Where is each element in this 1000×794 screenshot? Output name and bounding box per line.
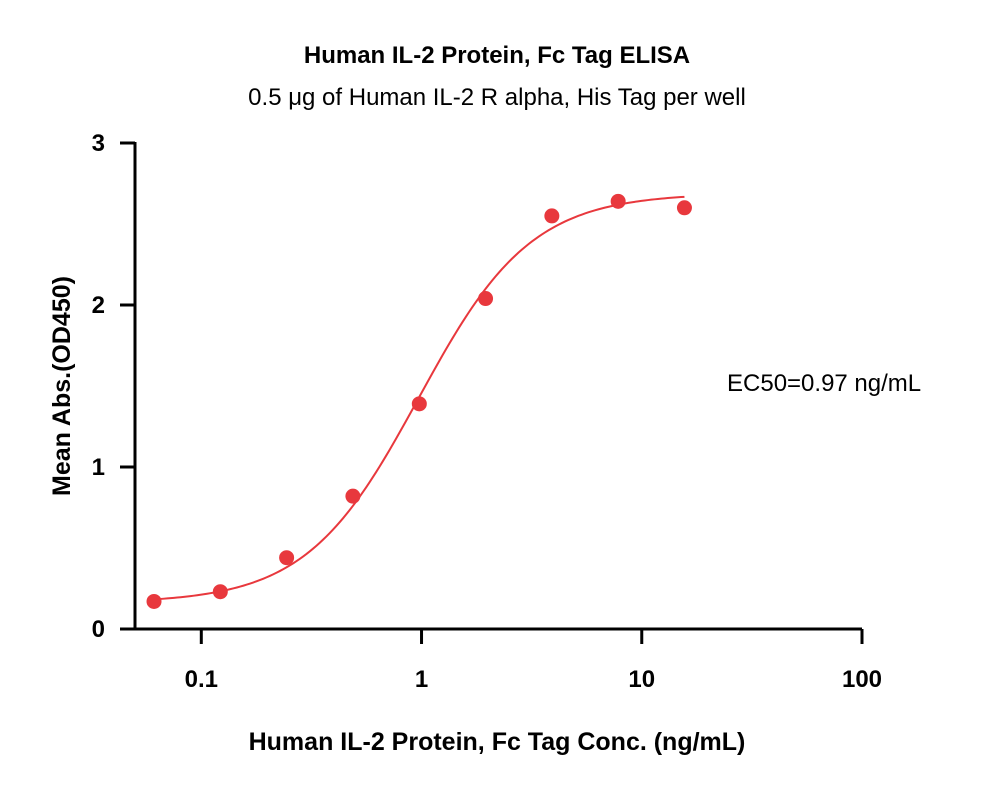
chart-title: Human IL-2 Protein, Fc Tag ELISA (304, 42, 690, 69)
x-tick-label-2: 10 (628, 666, 655, 693)
x-axis-label: Human IL-2 Protein, Fc Tag Conc. (ng/mL) (249, 728, 746, 756)
data-point-1 (212, 584, 228, 600)
ec50-annotation: EC50=0.97 ng/mL (727, 370, 921, 397)
x-tick-label-1: 1 (415, 666, 428, 693)
y-tick-label-0: 0 (92, 616, 105, 643)
x-tick-label-3: 100 (842, 666, 882, 693)
y-tick-label-3: 3 (92, 130, 105, 157)
chart-subtitle: 0.5 μg of Human IL-2 R alpha, His Tag pe… (248, 84, 746, 111)
data-point-0 (146, 593, 162, 609)
y-tick-label-2: 2 (92, 292, 105, 319)
data-point-7 (610, 193, 626, 209)
y-tick-label-1: 1 (92, 454, 105, 481)
data-point-5 (478, 291, 494, 307)
data-point-3 (345, 488, 361, 504)
plot-area: 0 1 2 3 0.1 1 10 100 (92, 130, 882, 693)
data-point-2 (279, 550, 295, 566)
data-point-6 (544, 208, 560, 224)
data-point-8 (676, 200, 692, 216)
y-axis-label: Mean Abs.(OD450) (48, 276, 76, 496)
x-tick-label-0: 0.1 (185, 666, 218, 693)
data-point-4 (411, 396, 427, 412)
